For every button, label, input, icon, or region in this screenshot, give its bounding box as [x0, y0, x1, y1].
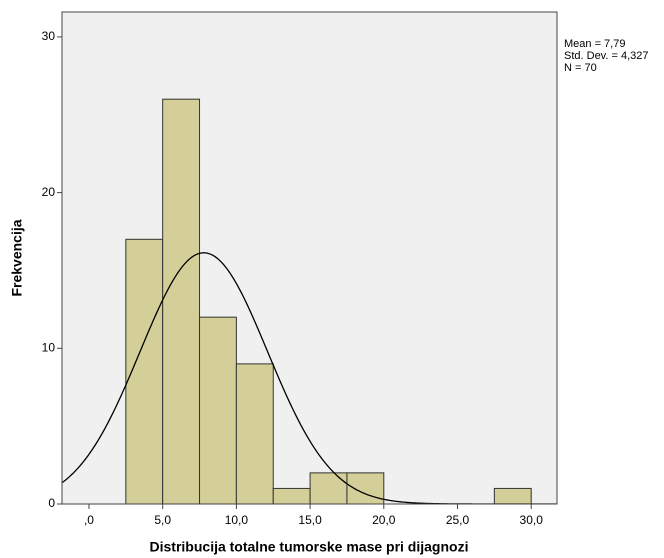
bar	[199, 316, 237, 505]
bar	[162, 98, 201, 505]
stat-n: N = 70	[564, 62, 597, 74]
y-tick-label: 10	[42, 340, 56, 354]
x-tick-label: 20,0	[372, 513, 396, 527]
bar	[235, 363, 274, 505]
x-tick-label: 25,0	[446, 513, 470, 527]
stat-mean: Mean = 7,79	[564, 38, 625, 50]
y-tick-label: 30	[42, 29, 56, 43]
plot-frame	[61, 11, 558, 505]
x-tick-label: 15,0	[298, 513, 322, 527]
x-axis-title: Distribucija totalne tumorske mase pri d…	[150, 539, 469, 555]
bar	[309, 472, 348, 505]
bar	[272, 487, 311, 505]
x-tick-label: 10,0	[225, 513, 249, 527]
y-tick-label: 0	[48, 496, 55, 510]
y-tick-label: 20	[42, 185, 56, 199]
bar	[346, 472, 385, 505]
y-axis-title: Frekvencija	[9, 219, 25, 296]
x-tick-label: 5,0	[154, 513, 171, 527]
x-tick-label: ,0	[84, 513, 94, 527]
stat-sd: Std. Dev. = 4,327	[564, 50, 649, 62]
x-tick-label: 30,0	[520, 513, 544, 527]
plot-content	[62, 98, 557, 505]
bar	[493, 487, 532, 505]
